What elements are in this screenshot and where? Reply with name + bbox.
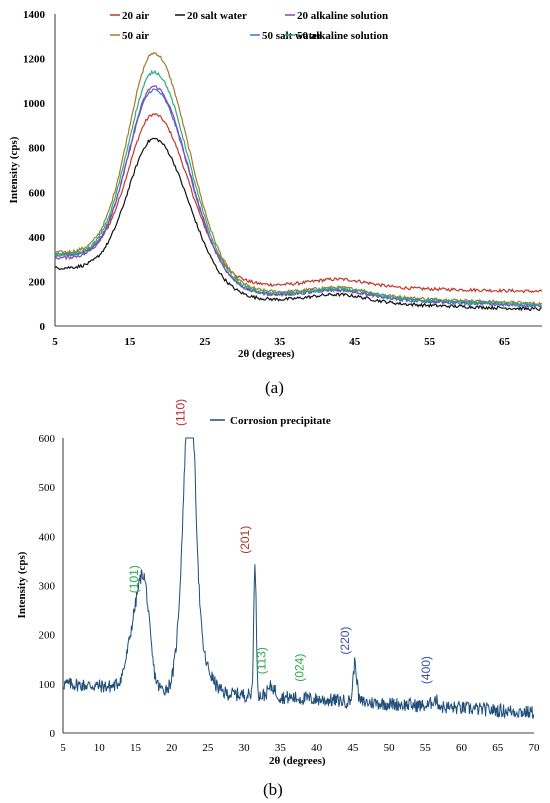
peak-label-201: (201) xyxy=(238,526,252,554)
chart-b-y-tick: 400 xyxy=(39,531,56,543)
chart-a-y-tick: 1400 xyxy=(23,9,46,21)
chart-b-y-tick: 300 xyxy=(39,581,56,593)
chart-b-x-tick: 35 xyxy=(275,742,287,754)
chart-a-x-tick: 55 xyxy=(424,336,436,348)
chart-a-y-tick: 1200 xyxy=(23,54,46,66)
chart-b-x-tick: 5 xyxy=(60,742,66,754)
legend-label-20-alkaline-solution: 20 alkaline solution xyxy=(297,10,388,22)
chart-b-x-tick: 50 xyxy=(384,742,396,754)
legend-label-50-salt-water: 50 salt water xyxy=(262,30,322,42)
chart-a-x-tick: 15 xyxy=(124,336,136,348)
chart-b-x-tick: 10 xyxy=(94,742,106,754)
series-line-50-alkaline-solution xyxy=(54,69,542,307)
chart-a-x-tick: 45 xyxy=(349,336,361,348)
legend-label-50-alkaline-solution: 50 alkaline solution xyxy=(297,30,388,42)
legend-label-20-salt-water: 20 salt water xyxy=(187,10,247,22)
series-line-corrosion-precipitate xyxy=(62,437,535,720)
chart-a-y-tick: 800 xyxy=(29,143,46,155)
chart-b-x-tick: 20 xyxy=(166,742,178,754)
peak-label-220: (220) xyxy=(338,627,352,655)
chart-b-ylabel: Intensity (cps) xyxy=(16,551,28,618)
legend-label-20-air: 20 air xyxy=(122,10,149,22)
chart-b-y-tick: 600 xyxy=(39,433,56,445)
chart-b-x-tick: 60 xyxy=(456,742,468,754)
series-line-20-salt-water xyxy=(54,137,542,312)
chart-a-y-tick: 200 xyxy=(29,276,46,288)
peak-label-400: (400) xyxy=(419,656,433,684)
peak-label-113: (113) xyxy=(255,647,269,674)
peak-label-110: (110) xyxy=(174,399,188,426)
peak-label-024: (024) xyxy=(292,654,306,682)
chart-a-x-tick: 35 xyxy=(274,336,286,348)
series-line-20-alkaline-solution xyxy=(54,85,542,308)
series-line-20-air xyxy=(54,112,543,294)
chart-b-y-tick: 100 xyxy=(39,679,56,691)
chart-a-y-tick: 1000 xyxy=(23,98,46,110)
panel-label-a: (a) xyxy=(265,378,284,397)
chart-a-y-tick: 600 xyxy=(29,187,46,199)
chart-a-xlabel: 2θ (degrees) xyxy=(238,348,295,360)
chart-a-x-tick: 5 xyxy=(52,336,58,348)
series-line-50-air xyxy=(54,51,543,307)
chart-b-x-tick: 30 xyxy=(239,742,251,754)
chart-b-y-tick: 200 xyxy=(39,630,56,642)
legend-label-50-air: 50 air xyxy=(122,30,149,42)
legend-label-corrosion-precipitate: Corrosion precipitate xyxy=(230,415,331,427)
chart-a-ylabel: Intensity (cps) xyxy=(8,136,20,203)
chart-b: 0 100 200 300 400 500 600 5 10 15 20 25 30 35 40 45 50 5… xyxy=(16,399,540,799)
panel-label-b: (b) xyxy=(263,780,283,799)
chart-b-x-tick: 15 xyxy=(130,742,142,754)
chart-a-y-tick: 400 xyxy=(29,232,46,244)
chart-b-x-tick: 65 xyxy=(492,742,504,754)
chart-a-x-tick: 25 xyxy=(199,336,211,348)
series-line-50-salt-water xyxy=(54,88,543,309)
chart-b-x-tick: 40 xyxy=(311,742,323,754)
chart-b-x-tick: 55 xyxy=(420,742,432,754)
chart-a-y-tick: 0 xyxy=(40,321,46,333)
chart-b-y-tick: 500 xyxy=(39,482,56,494)
chart-b-y-tick: 0 xyxy=(50,728,56,740)
chart-b-xlabel: 2θ (degrees) xyxy=(269,755,326,767)
chart-b-x-tick: 70 xyxy=(529,742,541,754)
chart-a-x-tick: 65 xyxy=(499,336,511,348)
chart-b-x-tick: 45 xyxy=(347,742,359,754)
chart-b-x-tick: 25 xyxy=(202,742,214,754)
peak-label-101: (101) xyxy=(127,565,141,593)
